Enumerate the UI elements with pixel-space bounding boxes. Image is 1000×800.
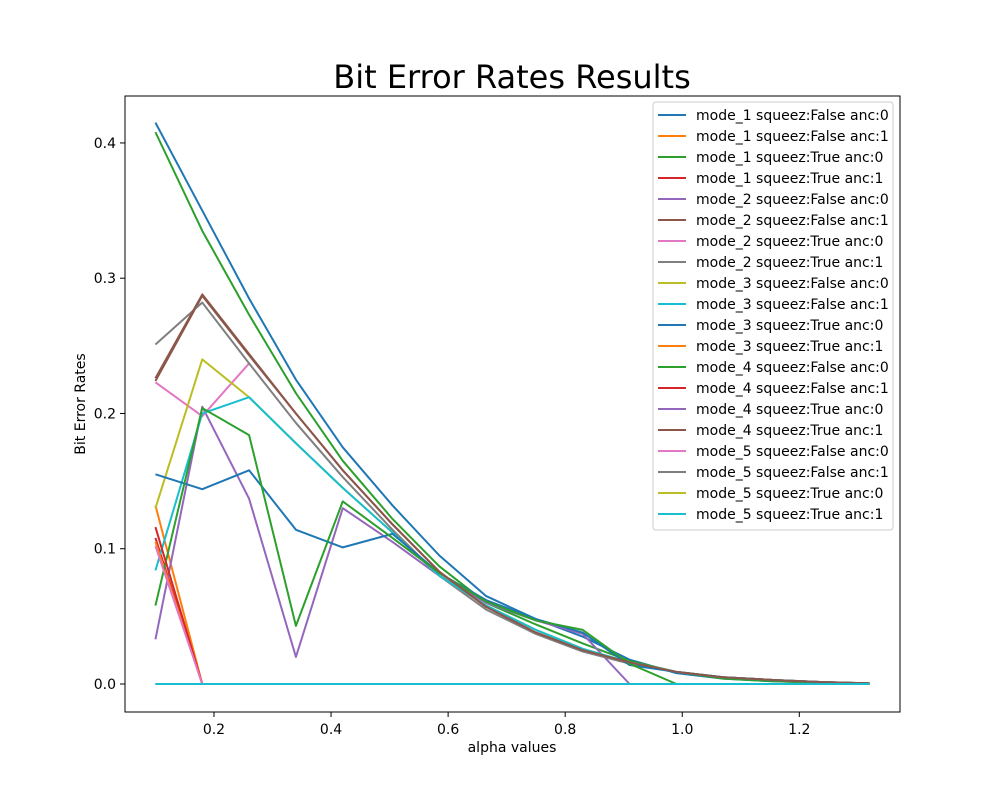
legend-entry: mode_3 squeez:False anc:0 <box>696 276 889 292</box>
series-lines <box>154 122 870 685</box>
y-tick-label: 0.4 <box>94 136 116 152</box>
series-line-16 <box>154 293 870 685</box>
legend-entry: mode_5 squeez:True anc:0 <box>696 486 883 502</box>
legend-entry: mode_2 squeez:True anc:0 <box>696 234 883 250</box>
legend-entry: mode_4 squeez:True anc:0 <box>696 402 883 418</box>
legend-entry: mode_3 squeez:True anc:0 <box>696 318 883 334</box>
x-tick-label: 0.8 <box>554 722 576 738</box>
legend-entry: mode_4 squeez:False anc:1 <box>696 381 889 397</box>
y-tick-label: 0.2 <box>94 406 116 422</box>
y-axis: 0.0 0.1 0.2 0.3 0.4 <box>94 136 125 693</box>
legend-entry: mode_3 squeez:True anc:1 <box>696 339 883 355</box>
legend-entry: mode_2 squeez:False anc:1 <box>696 213 889 229</box>
x-tick-label: 1.0 <box>671 722 693 738</box>
x-tick-label: 1.2 <box>788 722 810 738</box>
legend-entry: mode_1 squeez:False anc:0 <box>696 108 889 124</box>
legend-entry: mode_3 squeez:False anc:1 <box>696 297 889 313</box>
legend-entry: mode_4 squeez:True anc:1 <box>696 423 883 439</box>
legend-entry: mode_1 squeez:True anc:0 <box>696 150 883 166</box>
axes-frame <box>124 95 901 713</box>
legend-entry: mode_1 squeez:False anc:1 <box>696 129 889 145</box>
x-tick-label: 0.2 <box>203 722 225 738</box>
legend-entry: mode_2 squeez:True anc:1 <box>696 255 883 271</box>
legend-entry: mode_5 squeez:False anc:0 <box>696 444 889 460</box>
legend-box <box>652 101 894 531</box>
legend-entry: mode_2 squeez:False anc:0 <box>696 192 889 208</box>
x-axis: 0.2 0.4 0.6 0.8 1.0 1.2 <box>203 712 810 738</box>
chart-title: Bit Error Rates Results <box>333 58 691 96</box>
series-line-3 <box>154 131 870 685</box>
legend: mode_1 squeez:False anc:0 mode_1 squeez:F… <box>652 101 894 531</box>
y-axis-label: Bit Error Rates <box>73 353 89 454</box>
legend-entry: mode_5 squeez:True anc:1 <box>696 507 883 523</box>
y-tick-label: 0.3 <box>94 271 116 287</box>
x-axis-label: alpha values <box>468 740 557 756</box>
x-tick-label: 0.6 <box>437 722 459 738</box>
legend-entry: mode_5 squeez:False anc:1 <box>696 465 889 481</box>
y-tick-label: 0.1 <box>94 542 116 558</box>
legend-entry: mode_1 squeez:True anc:1 <box>696 171 883 187</box>
y-tick-label: 0.0 <box>94 677 116 693</box>
legend-entry: mode_4 squeez:False anc:0 <box>696 360 889 376</box>
x-tick-label: 0.4 <box>320 722 342 738</box>
plot-area: 0.2 0.4 0.6 0.8 1.0 1.2 0.0 0.1 0.2 0.3 0.4 <box>94 95 901 738</box>
